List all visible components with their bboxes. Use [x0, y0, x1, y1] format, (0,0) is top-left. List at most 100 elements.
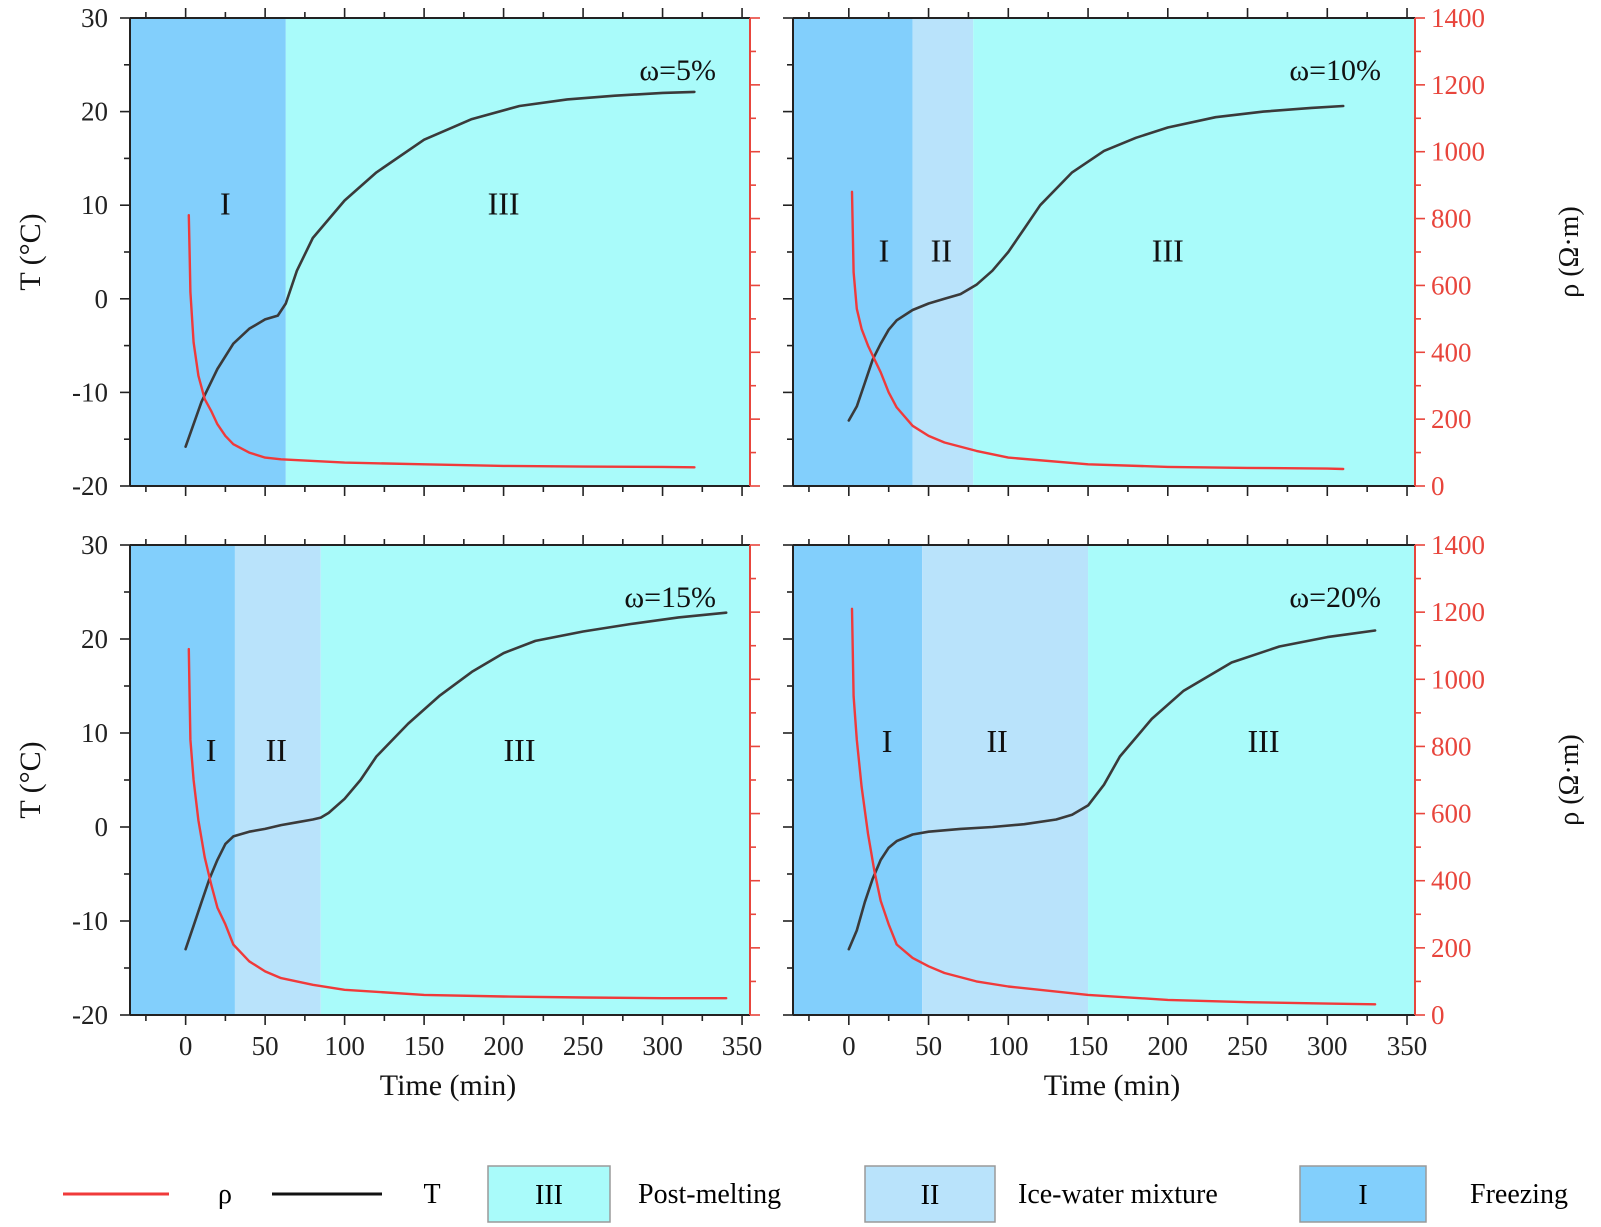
- phase-band-post_melting: [973, 18, 1415, 486]
- y-right-tick-label: 1000: [1431, 664, 1485, 694]
- phase-band-freezing: [793, 545, 923, 1015]
- x-tick-label: 250: [563, 1031, 604, 1061]
- x-tick-label: 150: [1068, 1031, 1109, 1061]
- phase-band-ice_water: [234, 545, 321, 1015]
- phase-label-II: II: [931, 232, 952, 268]
- phase-label-II: II: [986, 723, 1007, 759]
- x-tick-label: 150: [404, 1031, 445, 1061]
- x-tick-label: 100: [324, 1031, 365, 1061]
- y-right-tick-label: 800: [1431, 204, 1472, 234]
- legend-freezing-swatch: [1299, 1165, 1427, 1223]
- phase-band-post_melting: [1088, 545, 1415, 1015]
- phase-label-I: I: [882, 723, 893, 759]
- phase-label-III: III: [1152, 232, 1184, 268]
- x-axis-title: Time (min): [380, 1069, 516, 1102]
- y-left-axis-title: T (°C): [14, 741, 47, 818]
- x-tick-label: 350: [1387, 1031, 1428, 1061]
- phase-label-I: I: [879, 232, 890, 268]
- y-left-tick-label: 0: [95, 284, 109, 314]
- phase-label-II: II: [266, 732, 287, 768]
- phase-band-freezing: [130, 18, 286, 486]
- legend-post-melting-box-label: III: [535, 1180, 563, 1211]
- y-right-tick-label: 600: [1431, 270, 1472, 300]
- y-left-tick-label: 10: [81, 718, 108, 748]
- y-right-tick-label: 800: [1431, 731, 1472, 761]
- y-left-tick-label: -20: [72, 471, 108, 501]
- legend-ice-water-swatch: [864, 1165, 996, 1223]
- phase-band-ice_water: [912, 18, 974, 486]
- legend-freezing-box-label: I: [1358, 1180, 1367, 1211]
- x-tick-label: 50: [252, 1031, 279, 1061]
- x-tick-label: 350: [722, 1031, 763, 1061]
- y-right-tick-label: 1000: [1431, 137, 1485, 167]
- y-right-tick-label: 400: [1431, 866, 1472, 896]
- legend-ice-water-label: Ice-water mixture: [1018, 1179, 1218, 1210]
- x-tick-label: 100: [988, 1031, 1029, 1061]
- y-left-axis-title: T (°C): [14, 213, 47, 290]
- y-right-tick-label: 1400: [1431, 3, 1485, 33]
- y-left-tick-label: 10: [81, 190, 108, 220]
- temperature-series-line: [184, 611, 728, 951]
- legend-post-melting-label: Post-melting: [638, 1179, 781, 1210]
- y-left-tick-label: -20: [72, 1000, 108, 1030]
- y-left-tick-label: 30: [81, 3, 108, 33]
- x-tick-label: 250: [1227, 1031, 1268, 1061]
- y-right-tick-label: 1400: [1431, 530, 1485, 560]
- y-right-axis-title: ρ (Ω·m): [1554, 734, 1585, 826]
- x-axis-title: Time (min): [1044, 1069, 1180, 1102]
- y-left-tick-label: 20: [81, 97, 108, 127]
- y-left-tick-label: 0: [95, 812, 109, 842]
- phase-label-I: I: [220, 186, 231, 222]
- panel-label: ω=15%: [624, 581, 716, 614]
- legend-rho-label: ρ: [218, 1179, 232, 1210]
- temperature-series-line: [847, 104, 1345, 422]
- x-tick-label: 0: [179, 1031, 193, 1061]
- y-right-tick-label: 0: [1431, 471, 1445, 501]
- resistivity-series-line: [187, 647, 728, 1000]
- legend-temp-label: T: [423, 1179, 440, 1210]
- y-right-tick-label: 0: [1431, 1000, 1445, 1030]
- phase-label-III: III: [504, 732, 536, 768]
- legend-freezing-label: Freezing: [1470, 1179, 1568, 1210]
- phase-label-III: III: [1248, 723, 1280, 759]
- resistivity-series-line: [187, 213, 696, 469]
- x-tick-label: 200: [483, 1031, 524, 1061]
- panel-label: ω=5%: [639, 54, 716, 87]
- y-left-tick-label: -10: [72, 377, 108, 407]
- y-right-tick-label: 600: [1431, 799, 1472, 829]
- x-tick-label: 0: [842, 1031, 856, 1061]
- y-right-tick-label: 1200: [1431, 597, 1485, 627]
- legend: ρ T III Post-melting II Ice-water mixtur…: [63, 1165, 1568, 1223]
- phase-band-post_melting: [320, 545, 750, 1015]
- y-right-tick-label: 200: [1431, 404, 1472, 434]
- resistivity-series-line: [850, 607, 1377, 1006]
- y-right-axis-title: ρ (Ω·m): [1554, 206, 1585, 298]
- y-right-tick-label: 1200: [1431, 70, 1485, 100]
- x-tick-label: 300: [1307, 1031, 1348, 1061]
- phase-band-ice_water: [922, 545, 1089, 1015]
- y-left-tick-label: 20: [81, 624, 108, 654]
- legend-post-melting-swatch: [487, 1165, 611, 1223]
- y-left-tick-label: 30: [81, 530, 108, 560]
- temperature-series-line: [847, 629, 1377, 951]
- resistivity-series-line: [850, 190, 1345, 471]
- panel-label: ω=10%: [1289, 54, 1381, 87]
- temperature-series-line: [184, 90, 696, 449]
- legend-ice-water-box-label: II: [921, 1180, 940, 1211]
- phase-label-III: III: [488, 186, 520, 222]
- phase-label-I: I: [206, 732, 217, 768]
- y-right-tick-label: 200: [1431, 933, 1472, 963]
- x-tick-label: 300: [642, 1031, 683, 1061]
- panel-label: ω=20%: [1289, 581, 1381, 614]
- y-left-tick-label: -10: [72, 906, 108, 936]
- x-tick-label: 50: [915, 1031, 942, 1061]
- y-right-tick-label: 400: [1431, 337, 1472, 367]
- phase-band-freezing: [130, 545, 235, 1015]
- x-tick-label: 200: [1148, 1031, 1189, 1061]
